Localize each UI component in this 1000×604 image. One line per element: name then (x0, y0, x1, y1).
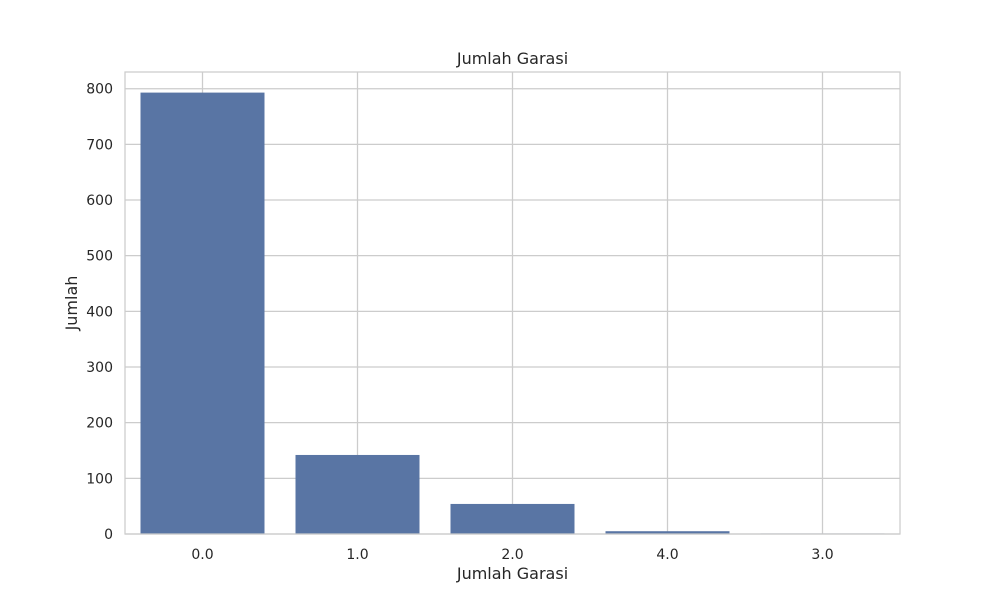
chart-title: Jumlah Garasi (456, 49, 568, 68)
y-tick-label: 700 (86, 137, 113, 153)
y-tick-label: 100 (86, 471, 113, 487)
x-tick-label: 1.0 (346, 547, 368, 563)
y-tick-label: 0 (104, 527, 113, 543)
y-tick-labels: 0 100 200 300 400 500 600 700 800 (86, 82, 113, 543)
x-tick-label: 4.0 (656, 547, 678, 563)
bar-0.0 (140, 92, 265, 534)
y-tick-label: 400 (86, 304, 113, 320)
bars (140, 92, 885, 534)
y-tick-label: 800 (86, 82, 113, 98)
x-tick-label: 0.0 (191, 547, 213, 563)
y-tick-label: 200 (86, 416, 113, 432)
x-tick-label: 2.0 (501, 547, 523, 563)
bar-1.0 (295, 454, 420, 534)
x-tick-label: 3.0 (811, 547, 833, 563)
y-axis-title: Jumlah (62, 276, 81, 332)
x-axis-title: Jumlah Garasi (456, 564, 568, 583)
y-tick-label: 500 (86, 249, 113, 265)
axes-frame (124, 71, 901, 535)
x-tick-labels: 0.0 1.0 2.0 4.0 3.0 (191, 547, 833, 563)
y-tick-label: 600 (86, 193, 113, 209)
y-tick-label: 300 (86, 360, 113, 376)
bar-2.0 (450, 503, 575, 534)
bar-4.0 (605, 531, 730, 534)
